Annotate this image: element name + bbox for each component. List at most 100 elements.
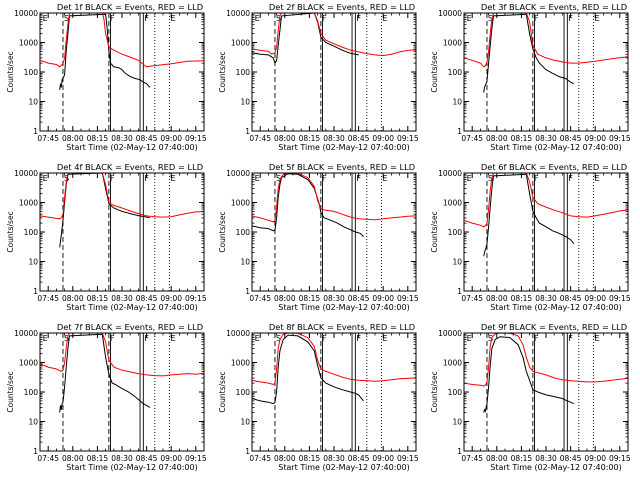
y-axis-label: Counts/sec — [6, 211, 15, 252]
y-tick-label: 10 — [452, 418, 462, 427]
plot-frame — [251, 12, 417, 132]
x-tick-label: 09:15 — [185, 134, 207, 143]
x-tick-label: 09:15 — [185, 294, 207, 303]
x-tick-label: 08:45 — [136, 454, 158, 463]
marker-label: F — [322, 14, 327, 23]
marker-label: E — [255, 334, 260, 343]
y-tick-label: 10000 — [14, 9, 38, 18]
y-tick-label: 1 — [457, 287, 462, 296]
plot-title: Det 9f BLACK = Events, RED = LLD — [481, 322, 627, 332]
y-tick-label: 100 — [448, 228, 463, 237]
marker-label: F — [144, 174, 149, 183]
plot-frame — [39, 172, 205, 292]
marker-label: F — [356, 14, 361, 23]
x-tick-label: 09:00 — [584, 454, 606, 463]
x-axis-label: Start Time (02-May-12 07:40:00) — [490, 303, 621, 312]
y-tick-label: 10 — [452, 98, 462, 107]
x-tick-label: 09:00 — [584, 294, 606, 303]
series-lld-line — [252, 173, 416, 223]
x-tick-label: 08:15 — [511, 454, 533, 463]
x-tick-label: 08:30 — [323, 294, 345, 303]
marker-label: E — [467, 174, 472, 183]
marker-label: E — [255, 14, 260, 23]
series-lld-line — [252, 13, 416, 57]
x-tick-label: 08:00 — [274, 134, 296, 143]
marker-label: E — [171, 14, 176, 23]
x-tick-label: 08:15 — [87, 454, 109, 463]
y-tick-label: 100 — [24, 388, 39, 397]
marker-label: F — [110, 174, 115, 183]
plot-title: Det 7f BLACK = Events, RED = LLD — [57, 322, 203, 332]
x-tick-label: 07:45 — [37, 134, 59, 143]
y-tick-label: 10 — [240, 418, 250, 427]
y-tick-label: 10000 — [438, 329, 462, 338]
x-tick-label: 09:15 — [185, 454, 207, 463]
marker-label: F — [144, 14, 149, 23]
plot-title: Det 2f BLACK = Events, RED = LLD — [269, 2, 415, 12]
x-axis-label: Start Time (02-May-12 07:40:00) — [66, 463, 197, 472]
series-lld-line — [464, 173, 628, 228]
series-events-line — [59, 333, 151, 413]
marker-label: F — [534, 174, 539, 183]
x-tick-label: 08:15 — [299, 134, 321, 143]
marker-label: E — [383, 174, 388, 183]
y-tick-label: 1000 — [443, 39, 462, 48]
x-tick-label: 08:00 — [62, 294, 84, 303]
marker-label: F — [322, 174, 327, 183]
x-tick-label: 08:00 — [274, 454, 296, 463]
x-tick-label: 08:00 — [274, 294, 296, 303]
x-tick-label: 09:15 — [609, 134, 631, 143]
marker-label: F — [110, 14, 115, 23]
x-tick-label: 07:45 — [461, 454, 483, 463]
marker-label: F — [534, 14, 539, 23]
y-tick-label: 1 — [33, 447, 38, 456]
y-tick-label: 10000 — [226, 9, 250, 18]
x-tick-label: 08:00 — [486, 134, 508, 143]
series-lld-line — [40, 333, 204, 377]
y-tick-label: 100 — [236, 388, 251, 397]
plot-title: Det 1f BLACK = Events, RED = LLD — [57, 2, 203, 12]
marker-label: E — [467, 334, 472, 343]
y-axis-label: Counts/sec — [218, 211, 227, 252]
y-tick-label: 1 — [457, 127, 462, 136]
x-tick-label: 09:15 — [397, 294, 419, 303]
y-tick-label: 1000 — [231, 359, 250, 368]
series-events-line — [483, 173, 575, 257]
y-axis-label: Counts/sec — [6, 51, 15, 92]
y-tick-label: 1000 — [443, 199, 462, 208]
y-tick-label: 10000 — [226, 169, 250, 178]
plot-title: Det 4f BLACK = Events, RED = LLD — [57, 162, 203, 172]
y-tick-label: 1 — [245, 127, 250, 136]
x-tick-label: 08:30 — [111, 294, 133, 303]
marker-label: F — [568, 174, 573, 183]
marker-label: E — [43, 14, 48, 23]
y-tick-label: 1 — [457, 447, 462, 456]
x-tick-label: 08:45 — [136, 134, 158, 143]
x-tick-label: 08:15 — [299, 454, 321, 463]
x-tick-label: 09:15 — [609, 454, 631, 463]
y-tick-label: 10 — [28, 258, 38, 267]
x-tick-label: 08:00 — [62, 454, 84, 463]
plot-frame — [251, 172, 417, 292]
x-tick-label: 08:30 — [111, 454, 133, 463]
y-tick-label: 1 — [33, 127, 38, 136]
marker-label: E — [467, 14, 472, 23]
y-tick-label: 100 — [448, 68, 463, 77]
x-tick-label: 07:45 — [249, 294, 271, 303]
y-axis-label: Counts/sec — [430, 51, 439, 92]
x-axis-label: Start Time (02-May-12 07:40:00) — [66, 143, 197, 152]
y-tick-label: 10 — [452, 258, 462, 267]
series-events-line — [483, 336, 575, 413]
x-tick-label: 08:45 — [136, 294, 158, 303]
marker-label: F — [144, 334, 149, 343]
x-tick-label: 08:30 — [323, 454, 345, 463]
y-tick-label: 1000 — [19, 359, 38, 368]
marker-label: E — [595, 334, 600, 343]
x-axis-label: Start Time (02-May-12 07:40:00) — [278, 463, 409, 472]
series-lld-line — [40, 173, 204, 220]
y-tick-label: 10 — [28, 418, 38, 427]
x-tick-label: 09:15 — [397, 454, 419, 463]
y-tick-label: 10000 — [438, 9, 462, 18]
y-tick-label: 1000 — [19, 199, 38, 208]
